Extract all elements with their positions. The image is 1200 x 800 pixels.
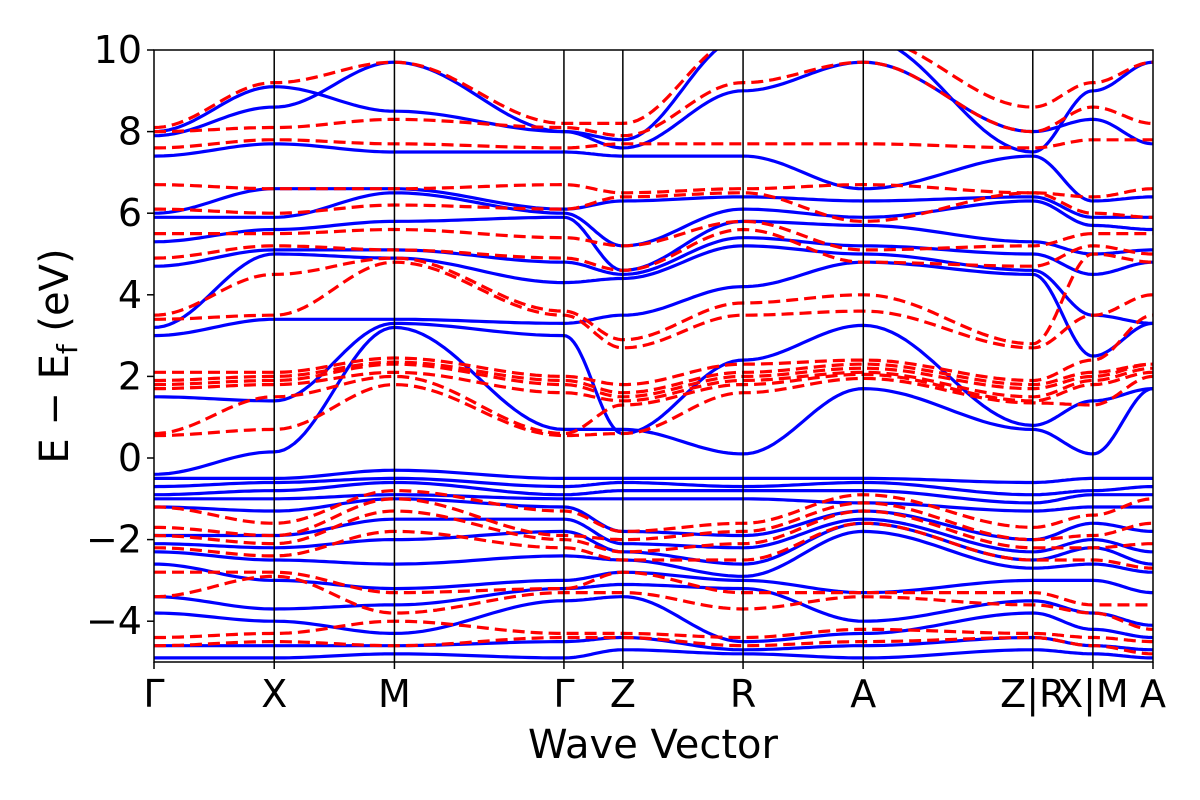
y-axis-title-unit: (eV)	[32, 248, 78, 344]
dashed-band-line	[154, 219, 1153, 252]
x-tick-label: Γ	[143, 672, 164, 716]
solid-band-line	[154, 497, 1153, 542]
y-axis-title-main: E − E	[32, 354, 78, 464]
solid-band-line	[154, 582, 1153, 627]
dashed-band-line	[154, 313, 1153, 387]
solid-band-line	[154, 529, 1153, 578]
solid-band-line	[154, 480, 1153, 505]
x-tick-label: X|M	[1057, 672, 1129, 717]
solid-bands-series	[154, 50, 1153, 660]
bands-layer	[154, 50, 1153, 660]
dashed-band-line	[154, 60, 1153, 138]
y-tick-label: 10	[94, 28, 142, 72]
dashed-band-line	[154, 570, 1153, 607]
dashed-band-line	[154, 370, 1153, 436]
solid-band-line	[154, 321, 1153, 436]
dashed-band-line	[154, 574, 1153, 631]
dashed-band-line	[154, 191, 1153, 223]
solid-band-line	[154, 260, 1153, 358]
x-tick-label: R	[730, 672, 756, 716]
x-axis-title: Wave Vector	[528, 722, 779, 768]
solid-band-line	[154, 60, 1153, 150]
solid-band-line	[154, 468, 1153, 485]
solid-band-line	[154, 244, 1153, 329]
x-tick-label: Γ	[553, 672, 574, 716]
y-tick-label: 8	[118, 110, 142, 154]
y-tick-label: 6	[118, 191, 142, 235]
dashed-band-line	[154, 489, 1153, 533]
dashed-band-line	[154, 183, 1153, 199]
solid-band-line	[154, 142, 1153, 203]
plot-frame	[153, 49, 1154, 663]
solid-band-line	[154, 562, 1153, 595]
y-axis-title-subscript: f	[51, 343, 84, 354]
y-tick-label: 2	[118, 354, 142, 398]
solid-band-line	[154, 215, 1153, 272]
dashed-band-line	[154, 521, 1153, 570]
dashed-band-line	[154, 374, 1153, 438]
dashed-band-line	[154, 619, 1153, 644]
y-tick-label: −4	[86, 599, 142, 643]
solid-band-line	[154, 493, 1153, 513]
x-tick-label: X	[261, 672, 287, 716]
solid-band-line	[154, 325, 1153, 476]
dashed-band-line	[154, 50, 1153, 130]
dashed-band-line	[154, 497, 1153, 542]
y-axis-title: E − Ef (eV)	[32, 248, 84, 463]
y-tick-label: 4	[118, 273, 142, 317]
dashed-band-line	[154, 360, 1153, 395]
x-ticks: Γ X M Γ Z R A Z|RX|M A	[143, 662, 1166, 717]
solid-band-line	[154, 191, 1153, 248]
x-tick-label: Z	[610, 672, 636, 716]
solid-band-line	[154, 648, 1153, 660]
dashed-band-line	[154, 362, 1153, 399]
dashed-band-line	[154, 635, 1153, 656]
solid-band-line	[154, 476, 1153, 497]
x-tick-label: A	[1140, 672, 1166, 716]
y-tick-label: −2	[86, 518, 142, 562]
dashed-band-line	[154, 509, 1153, 554]
dashed-band-line	[154, 252, 1153, 346]
x-tick-label: A	[850, 672, 876, 716]
solid-band-line	[154, 236, 1153, 276]
high-symmetry-lines	[273, 50, 1094, 662]
solid-band-line	[154, 50, 1153, 154]
dashed-band-line	[154, 366, 1153, 403]
x-tick-label: M	[378, 672, 411, 716]
dashed-band-line	[154, 138, 1153, 150]
dashed-band-line	[154, 227, 1153, 272]
x-tick-label: Z|R	[1000, 672, 1065, 717]
dashed-band-line	[154, 260, 1153, 350]
y-ticks: −4 −2 0 2 4 6 8 10	[86, 28, 154, 643]
y-tick-label: 0	[118, 436, 142, 480]
dashed-bands-series	[154, 50, 1153, 656]
